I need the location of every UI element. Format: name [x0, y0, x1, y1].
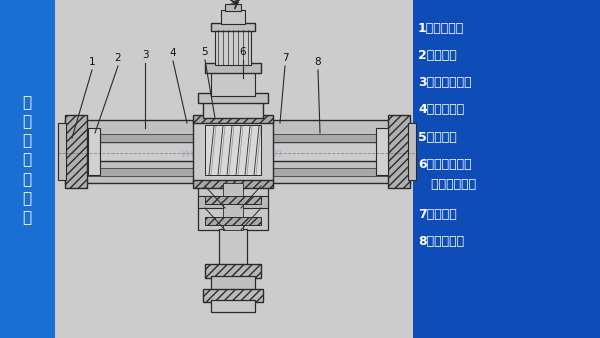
- Bar: [413, 0, 600, 338]
- Text: 信号检测器；: 信号检测器；: [418, 178, 476, 191]
- Bar: [65, 115, 87, 188]
- Text: 7一轴承；: 7一轴承；: [418, 208, 457, 221]
- Bar: [221, 10, 245, 24]
- Text: 4: 4: [170, 48, 176, 58]
- Bar: [65, 161, 410, 183]
- Bar: [198, 183, 268, 230]
- Text: 2一壳体；: 2一壳体；: [418, 49, 457, 62]
- Bar: [219, 229, 247, 266]
- Bar: [211, 23, 255, 31]
- Bar: [388, 115, 410, 188]
- Text: 1: 1: [89, 57, 95, 67]
- Text: 8一后导向体: 8一后导向体: [418, 235, 464, 248]
- Bar: [211, 71, 255, 96]
- Text: 3: 3: [142, 50, 148, 60]
- Text: www.caipin.com: www.caipin.com: [181, 146, 283, 160]
- Bar: [408, 123, 416, 180]
- Bar: [55, 0, 413, 338]
- Bar: [205, 264, 261, 278]
- Bar: [193, 180, 273, 188]
- Text: 2: 2: [115, 53, 121, 63]
- Bar: [193, 115, 273, 123]
- Text: 6一电磁感应式: 6一电磁感应式: [418, 158, 472, 171]
- Bar: [198, 93, 268, 103]
- Bar: [58, 123, 66, 180]
- Text: 8: 8: [314, 57, 322, 67]
- Bar: [205, 63, 261, 73]
- Text: 5一叶轮；: 5一叶轮；: [418, 131, 457, 144]
- Bar: [198, 196, 268, 208]
- Bar: [225, 4, 241, 11]
- Bar: [205, 125, 261, 175]
- Text: 4一止推片；: 4一止推片；: [418, 103, 464, 116]
- Bar: [223, 183, 243, 230]
- Bar: [88, 128, 100, 175]
- Bar: [203, 289, 263, 302]
- Text: 3一前导向体；: 3一前导向体；: [418, 76, 472, 89]
- Text: 7: 7: [281, 53, 289, 63]
- Bar: [193, 120, 273, 183]
- Bar: [215, 30, 251, 65]
- Bar: [203, 100, 263, 118]
- Bar: [376, 128, 388, 175]
- Bar: [211, 300, 255, 312]
- Bar: [205, 196, 261, 204]
- Bar: [65, 120, 410, 142]
- Text: 1一緊固件；: 1一緊固件；: [418, 22, 464, 35]
- Bar: [65, 134, 410, 142]
- Text: 5: 5: [202, 47, 208, 57]
- Bar: [0, 0, 55, 338]
- Bar: [65, 168, 410, 176]
- Bar: [205, 217, 261, 225]
- Bar: [211, 276, 255, 291]
- Text: 渦
輪
流
量
計
結
構: 渦 輪 流 量 計 結 構: [22, 95, 32, 225]
- Text: 6: 6: [239, 47, 247, 57]
